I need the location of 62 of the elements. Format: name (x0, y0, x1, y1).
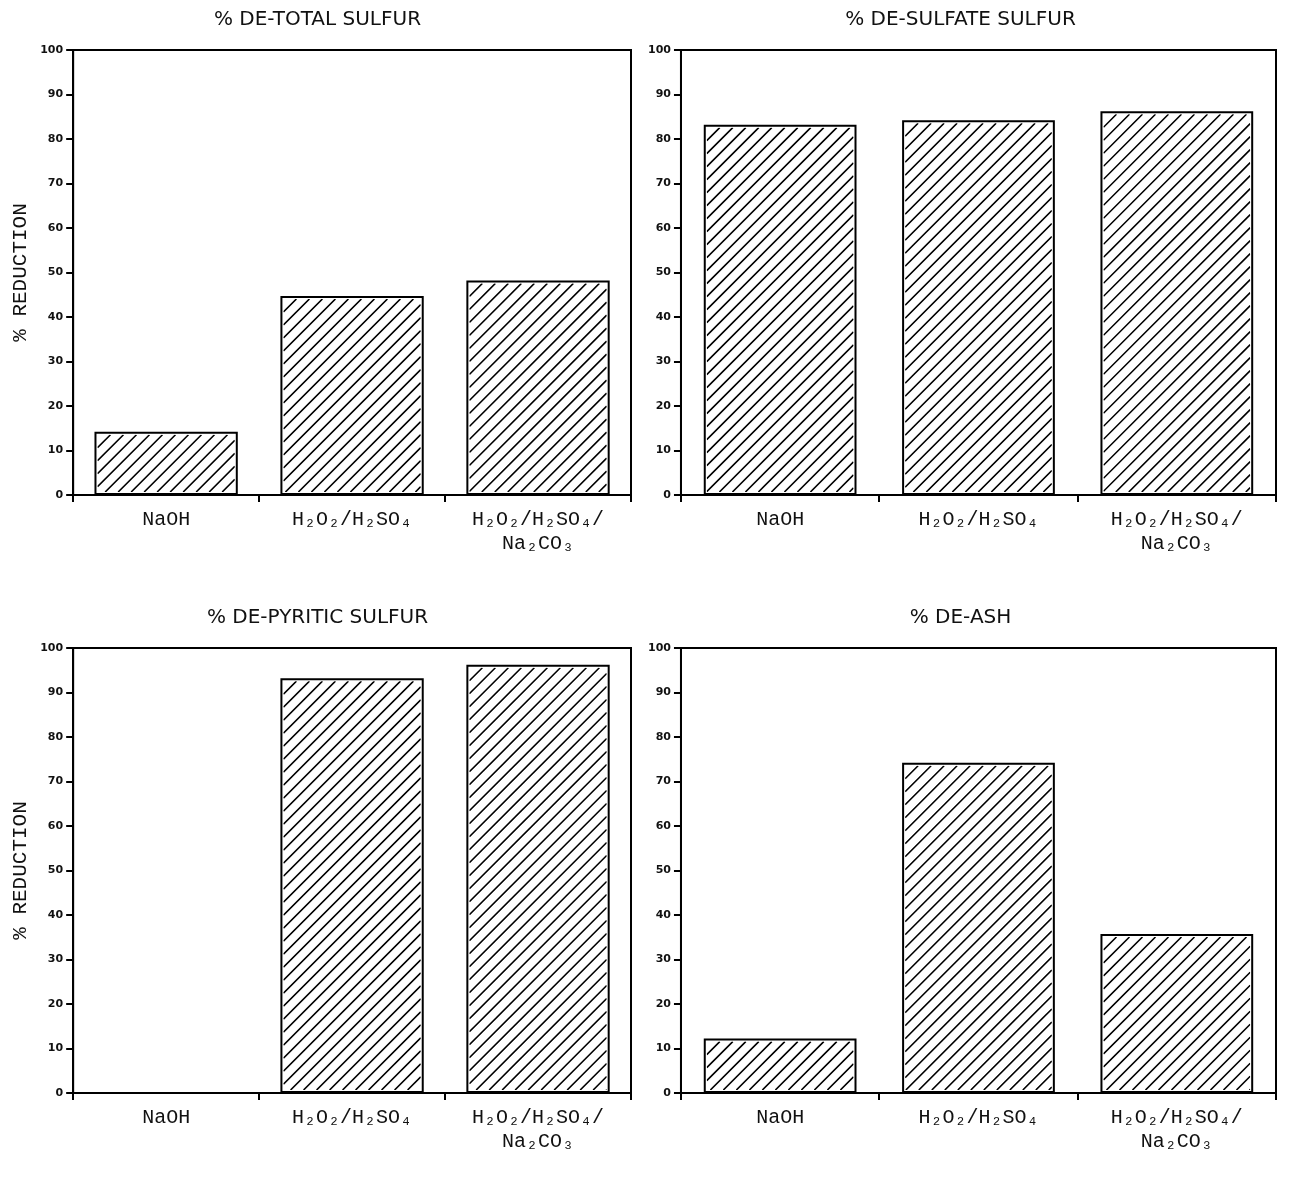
y-tick-label: 20 (47, 398, 64, 412)
y-tick-label: 60 (47, 818, 64, 832)
y-tick-label: 30 (47, 952, 64, 966)
chart-title: % DE-PYRITIC SULFUR (206, 604, 429, 629)
x-tick-label: NaOH (756, 1106, 805, 1130)
y-tick-label: 40 (47, 309, 64, 323)
y-tick-label: 70 (655, 774, 672, 788)
y-tick-label: 0 (55, 1085, 64, 1099)
x-tick-label: H₂O₂/H₂SO₄/Na₂CO₃ (1110, 1106, 1243, 1154)
y-tick-label: 100 (40, 42, 64, 56)
y-tick-label: 20 (47, 996, 64, 1010)
y-tick-label: 10 (655, 1041, 672, 1055)
y-axis-title: % REDUCTION (9, 203, 33, 342)
y-tick-label: 40 (655, 907, 672, 921)
chart-title: % DE-ASH (909, 604, 1012, 629)
y-tick-label: 90 (47, 685, 64, 699)
y-tick-label: 40 (655, 309, 672, 323)
chart-title: % DE-SULFATE SULFUR (845, 6, 1076, 31)
y-tick-label: 80 (47, 729, 64, 743)
y-tick-label: 100 (647, 42, 672, 56)
y-tick-label: 60 (47, 220, 64, 234)
y-tick-label: 0 (663, 1085, 672, 1099)
y-tick-label: 100 (647, 640, 672, 654)
y-tick-label: 60 (655, 220, 672, 234)
chart-title: % DE-TOTAL SULFUR (213, 6, 422, 31)
y-tick-label: 90 (655, 685, 672, 699)
y-tick-label: 20 (655, 398, 672, 412)
y-tick-label: 0 (55, 487, 64, 501)
y-tick-label: 80 (47, 131, 64, 145)
y-tick-label: 30 (655, 354, 672, 368)
y-tick-label: 80 (655, 729, 672, 743)
y-tick-label: 100 (40, 640, 64, 654)
x-tick-label: H₂O₂/H₂SO₄/Na₂CO₃ (472, 1106, 605, 1154)
x-tick-label: NaOH (756, 508, 805, 532)
y-tick-label: 30 (47, 354, 64, 368)
y-tick-label: 50 (655, 863, 672, 877)
y-tick-label: 70 (47, 176, 64, 190)
x-tick-label: H₂O₂/H₂SO₄/Na₂CO₃ (1110, 508, 1243, 556)
y-tick-label: 10 (47, 443, 64, 457)
y-tick-label: 70 (47, 774, 64, 788)
y-tick-label: 70 (655, 176, 672, 190)
y-tick-label: 90 (47, 87, 64, 101)
y-tick-label: 80 (655, 131, 672, 145)
x-tick-label: H₂O₂/H₂SO₄ (292, 1106, 413, 1130)
x-tick-label: NaOH (142, 1106, 191, 1130)
y-tick-label: 10 (655, 443, 672, 457)
y-tick-label: 40 (47, 907, 64, 921)
y-tick-label: 50 (47, 265, 64, 279)
y-tick-label: 60 (655, 818, 672, 832)
x-tick-label: H₂O₂/H₂SO₄/Na₂CO₃ (472, 508, 605, 556)
y-tick-label: 30 (655, 952, 672, 966)
y-axis-title: % REDUCTION (9, 801, 33, 940)
x-tick-label: H₂O₂/H₂SO₄ (918, 1106, 1039, 1130)
y-tick-label: 90 (655, 87, 672, 101)
x-tick-label: H₂O₂/H₂SO₄ (918, 508, 1039, 532)
y-tick-label: 50 (47, 863, 64, 877)
y-tick-label: 50 (655, 265, 672, 279)
x-tick-label: NaOH (142, 508, 191, 532)
y-tick-label: 0 (663, 487, 672, 501)
y-tick-label: 10 (47, 1041, 64, 1055)
y-tick-label: 20 (655, 996, 672, 1010)
x-tick-label: H₂O₂/H₂SO₄ (292, 508, 413, 532)
